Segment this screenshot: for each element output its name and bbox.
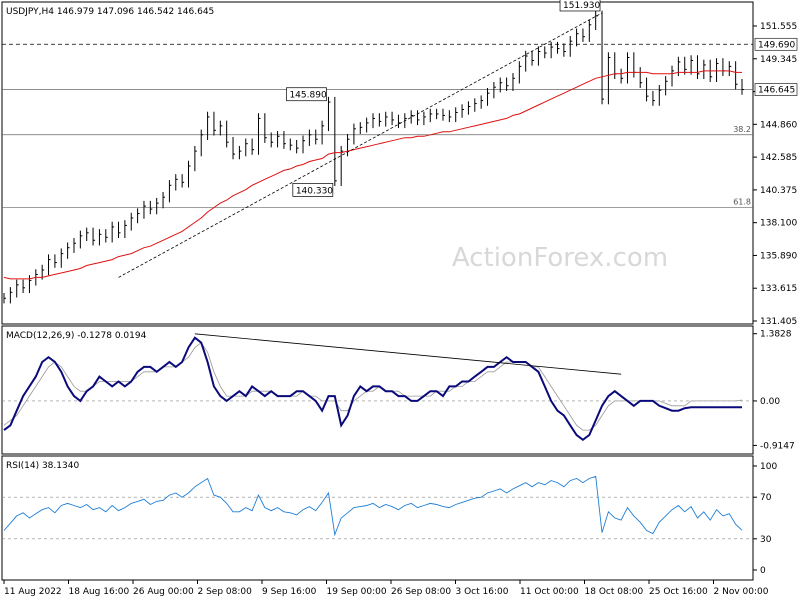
macd-signal-line (3, 342, 743, 431)
x-tick-label: 26 Sep 08:00 (391, 587, 451, 597)
fib-level-label: 38.2 (733, 125, 751, 134)
price-level-label: 149.690 (758, 40, 795, 50)
x-axis: 11 Aug 2022 18 Aug 16:00 26 Aug 00:00 2 Sep… (3, 580, 769, 597)
macd-panel: 1.3828 0.00 -0.9147 (2, 330, 795, 451)
x-tick-label: 3 Oct 16:00 (456, 587, 509, 597)
price-y-tick-label: 131.405 (760, 317, 797, 327)
rsi-header: RSI(14) 38.1340 (6, 461, 79, 471)
macd-panel-frame (1, 325, 754, 455)
price-trendline (118, 12, 603, 278)
ema-line (3, 70, 742, 280)
x-tick-label: 25 Oct 16:00 (649, 587, 708, 597)
price-y-tick-label: 142.585 (760, 153, 797, 163)
macd-trendline (194, 333, 622, 375)
x-tick-label: 19 Sep 00:00 (327, 587, 387, 597)
price-y-tick-label: 140.375 (760, 186, 797, 196)
rsi-y-tick-label: 70 (760, 493, 772, 503)
price-annotation-box (559, 0, 601, 12)
price-annotation-label: 151.930 (563, 1, 600, 11)
price-y-tick-label: 135.890 (760, 251, 797, 261)
macd-line (3, 336, 743, 442)
price-level-box (754, 37, 798, 51)
price-y-tick-label: 149.345 (760, 55, 797, 65)
rsi-line (3, 475, 743, 537)
x-tick-label: 2 Nov 00:00 (714, 587, 769, 597)
price-annotation-box (292, 183, 334, 197)
price-y-tick-label: 144.860 (760, 120, 797, 130)
price-header: USDJPY,H4 146.979 147.096 146.542 146.64… (6, 7, 214, 17)
x-tick-label: 26 Aug 00:00 (133, 587, 194, 597)
x-tick-label: 11 Oct 00:00 (520, 587, 579, 597)
rsi-panel: 100 70 30 0 (2, 462, 777, 576)
macd-y-tick-label: 0.00 (760, 397, 780, 407)
price-annotation-label: 140.330 (296, 186, 333, 196)
macd-y-tick-label: 1.3828 (760, 330, 792, 340)
x-tick-label: 9 Sep 16:00 (262, 587, 317, 597)
price-annotation-box (286, 87, 327, 102)
price-level-box (754, 83, 798, 96)
x-tick-label: 18 Oct 08:00 (585, 587, 644, 597)
rsi-y-tick-label: 30 (760, 535, 772, 545)
price-annotation-label: 145.890 (289, 91, 326, 101)
price-y-tick-label: 151.555 (760, 22, 797, 32)
rsi-panel-frame (1, 455, 754, 581)
x-tick-label: 11 Aug 2022 (4, 587, 62, 597)
x-tick-label: 2 Sep 08:00 (198, 587, 253, 597)
watermark: ActionForex.com (452, 243, 668, 273)
price-y-tick-label: 133.615 (760, 284, 797, 294)
price-panel-frame (1, 1, 754, 325)
fib-level-label: 61.8 (733, 198, 751, 207)
price-level-label: 146.645 (758, 86, 795, 96)
price-y-tick-label: 138.100 (760, 219, 797, 229)
rsi-y-tick-label: 0 (760, 566, 766, 576)
price-panel: 151.555149.345147.070144.860142.585140.3… (2, 0, 797, 327)
rsi-y-tick-label: 100 (760, 462, 777, 472)
x-tick-label: 18 Aug 16:00 (69, 587, 130, 597)
macd-y-tick-label: -0.9147 (760, 441, 795, 451)
macd-header: MACD(12,26,9) -0.1278 0.0194 (6, 331, 147, 341)
